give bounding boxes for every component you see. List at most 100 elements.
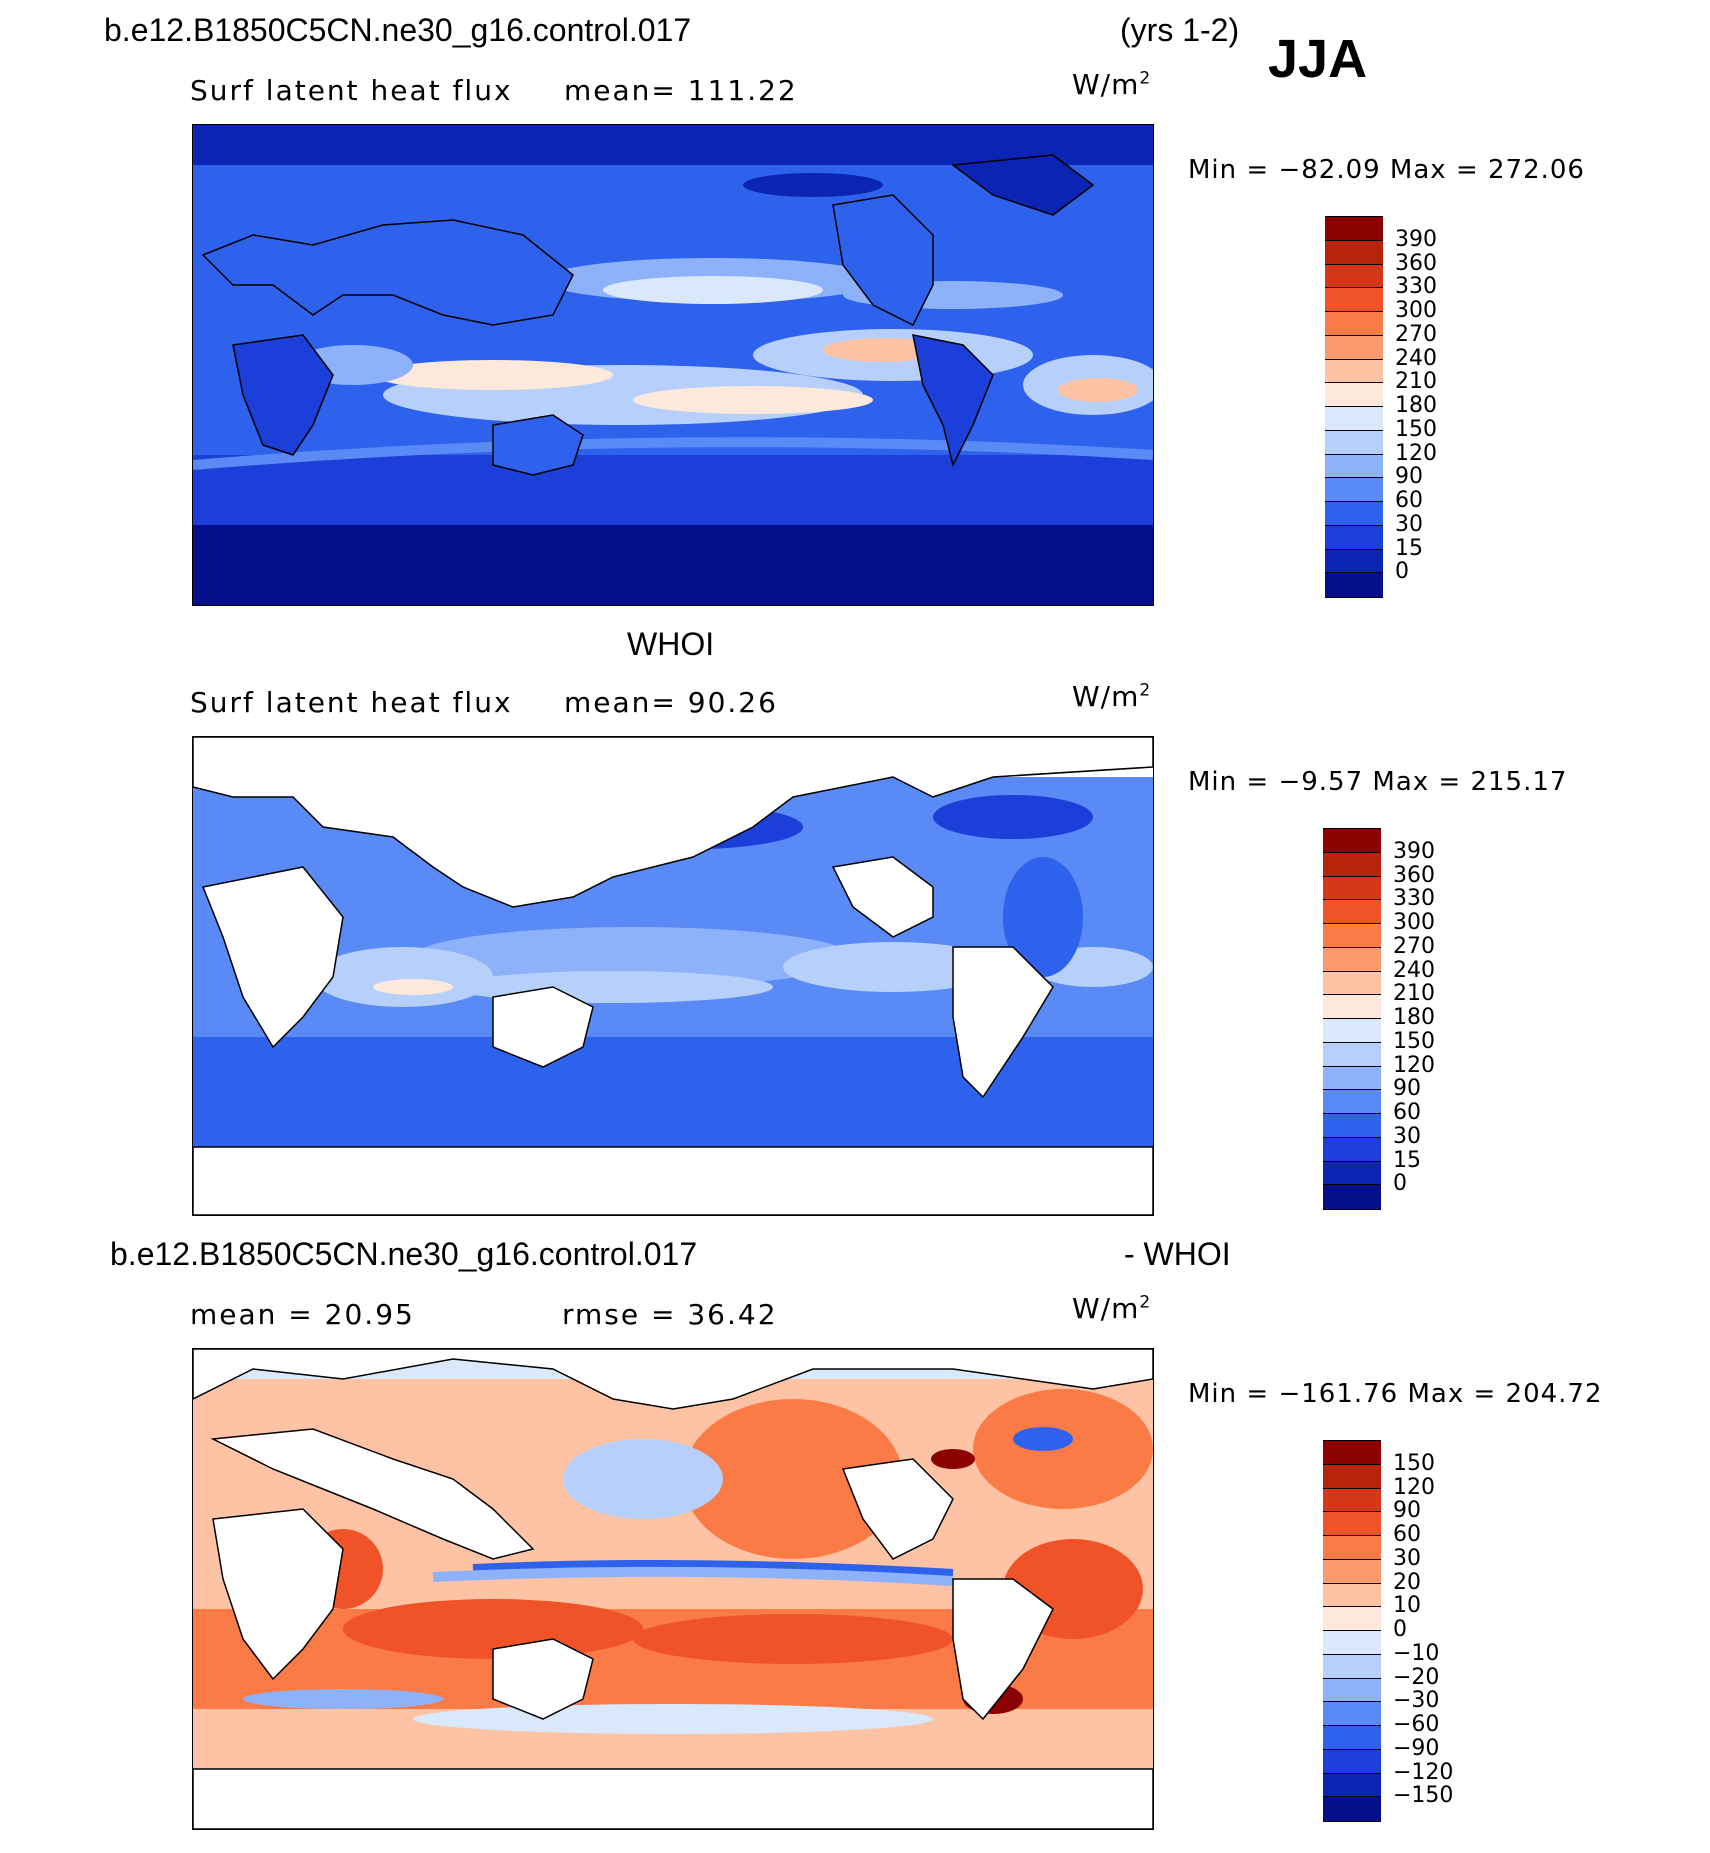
panel1-colorbar: 390 360 330 300 270 240 210 180 150 120 90 60 30 15 0 (1325, 216, 1437, 598)
panel1-map (192, 124, 1154, 606)
panel1-variable: Surf latent heat flux (190, 74, 513, 107)
panel1-mean: mean= 111.22 (564, 74, 798, 107)
colorbar-swatch (1323, 1018, 1381, 1043)
colorbar-tick-label: 0 (1393, 1617, 1407, 1642)
colorbar-tick-label: 210 (1393, 981, 1435, 1007)
colorbar-swatch (1323, 1653, 1381, 1679)
colorbar-swatch (1323, 1558, 1381, 1584)
colorbar-swatch (1323, 1089, 1381, 1114)
colorbar-tick-label: 240 (1393, 957, 1435, 983)
colorbar-swatch (1323, 1606, 1381, 1631)
colorbar-tick-label: 30 (1393, 1545, 1421, 1571)
colorbar-swatch (1325, 572, 1383, 598)
colorbar-tick-label: −20 (1393, 1664, 1440, 1690)
colorbar-swatch (1325, 334, 1383, 360)
panel3-rmse: rmse = 36.42 (562, 1298, 778, 1331)
panel3-mean: mean = 20.95 (190, 1298, 415, 1331)
colorbar-swatch (1323, 1160, 1381, 1186)
colorbar-tick-label: −30 (1393, 1688, 1440, 1714)
colorbar-tick-label: 60 (1393, 1100, 1421, 1125)
panel1-map-svg (193, 125, 1153, 605)
colorbar-tick-label: 390 (1395, 226, 1437, 252)
colorbar-tick-label: 300 (1395, 298, 1437, 323)
panel2-land (193, 737, 1153, 1215)
colorbar-tick-label: 270 (1393, 933, 1435, 959)
colorbar-tick-label: 10 (1393, 1593, 1421, 1619)
colorbar-tick-label: 330 (1393, 886, 1435, 912)
colorbar-swatch (1323, 1184, 1381, 1210)
colorbar-tick-label: 150 (1395, 416, 1437, 442)
colorbar-swatch (1323, 1065, 1381, 1091)
colorbar-swatch (1323, 1113, 1381, 1138)
colorbar-swatch (1323, 851, 1381, 877)
colorbar-tick-label: 120 (1395, 440, 1437, 466)
colorbar-tick-label: 90 (1393, 1076, 1421, 1102)
colorbar-tick-label: −60 (1393, 1712, 1440, 1737)
season-label: JJA (1268, 29, 1368, 89)
colorbar-tick-label: 90 (1395, 464, 1423, 490)
panel2-map-svg (193, 737, 1153, 1215)
colorbar-tick-label: 60 (1395, 488, 1423, 513)
panel3-units: W/m2 (1072, 1292, 1152, 1325)
colorbar-tick-label: 210 (1395, 369, 1437, 395)
colorbar-tick-label: 15 (1393, 1147, 1421, 1173)
colorbar-swatch (1323, 1136, 1381, 1162)
colorbar-swatch (1323, 1582, 1381, 1608)
panel3-title-left: b.e12.B1850C5CN.ne30_g16.control.017 (110, 1236, 698, 1272)
colorbar-tick-label: 30 (1393, 1123, 1421, 1149)
colorbar-swatch (1323, 970, 1381, 996)
colorbar-swatch (1323, 1511, 1381, 1536)
colorbar-tick-label: 20 (1393, 1569, 1421, 1595)
colorbar-tick-label: −10 (1393, 1640, 1440, 1666)
colorbar-swatch (1325, 263, 1383, 289)
colorbar-tick-label: 0 (1393, 1171, 1407, 1197)
colorbar-swatch (1323, 1440, 1381, 1465)
panel2-mean: mean= 90.26 (564, 686, 778, 719)
colorbar-swatch (1323, 994, 1381, 1019)
panel3-minmax: Min = −161.76 Max = 204.72 (1188, 1379, 1603, 1409)
colorbar-swatch (1325, 239, 1383, 265)
colorbar-tick-label: 330 (1395, 274, 1437, 300)
colorbar-swatch (1325, 358, 1383, 384)
colorbar-tick-label: 360 (1393, 862, 1435, 888)
colorbar-tick-label: 300 (1393, 910, 1435, 935)
panel2-map (192, 736, 1154, 1216)
panel2-minmax: Min = −9.57 Max = 215.17 (1188, 767, 1568, 797)
colorbar-swatch (1323, 828, 1381, 853)
colorbar-swatch (1323, 1677, 1381, 1703)
colorbar-swatch (1325, 406, 1383, 431)
colorbar-tick-label: 0 (1395, 559, 1409, 585)
colorbar-tick-label: 120 (1393, 1474, 1435, 1500)
panel3-colorbar: 150 120 90 60 30 20 10 0 −10 −20 −30 −60 −90 −120 −150 (1323, 1440, 1453, 1822)
colorbar-swatch (1323, 899, 1381, 924)
panel2-variable: Surf latent heat flux (190, 686, 513, 719)
colorbar-swatch (1323, 1487, 1381, 1513)
colorbar-tick-label: 270 (1395, 321, 1437, 347)
colorbar-tick-label: 180 (1393, 1005, 1435, 1030)
panel1-units: W/m2 (1072, 68, 1152, 101)
colorbar-swatch (1325, 429, 1383, 455)
panel1-minmax: Min = −82.09 Max = 272.06 (1188, 155, 1585, 185)
colorbar-swatch (1325, 548, 1383, 574)
panel2-units: W/m2 (1072, 680, 1152, 713)
colorbar-swatch (1325, 477, 1383, 502)
colorbar-tick-label: −90 (1393, 1735, 1440, 1761)
colorbar-swatch (1323, 1701, 1381, 1726)
colorbar-tick-label: 390 (1393, 838, 1435, 864)
colorbar-swatch (1325, 382, 1383, 407)
colorbar-swatch (1325, 216, 1383, 241)
colorbar-swatch (1325, 501, 1383, 526)
colorbar-tick-label: 150 (1393, 1450, 1435, 1476)
colorbar-swatch (1325, 311, 1383, 336)
colorbar-swatch (1323, 1041, 1381, 1067)
colorbar-swatch (1323, 1748, 1381, 1774)
panel3-land (193, 1349, 1153, 1829)
colorbar-swatch (1323, 1535, 1381, 1560)
colorbar-tick-label: 15 (1395, 535, 1423, 561)
years-label: (yrs 1-2) (1120, 12, 1240, 48)
panel1-land (201, 154, 1095, 476)
colorbar-swatch (1325, 524, 1383, 550)
colorbar-swatch (1325, 287, 1383, 312)
panel3-title-right: - WHOI (1124, 1236, 1231, 1272)
case-title: b.e12.B1850C5CN.ne30_g16.control.017 (104, 12, 692, 48)
